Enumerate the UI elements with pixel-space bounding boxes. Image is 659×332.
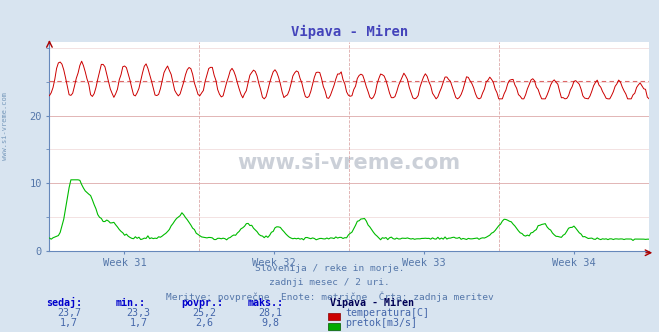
Text: 1,7: 1,7	[129, 318, 148, 328]
Text: Vipava - Miren: Vipava - Miren	[330, 298, 413, 308]
Text: www.si-vreme.com: www.si-vreme.com	[238, 153, 461, 173]
Text: maks.:: maks.:	[247, 298, 283, 308]
Text: 2,6: 2,6	[195, 318, 214, 328]
Text: Slovenija / reke in morje.: Slovenija / reke in morje.	[255, 264, 404, 273]
Text: min.:: min.:	[115, 298, 146, 308]
Text: 9,8: 9,8	[261, 318, 279, 328]
Text: 25,2: 25,2	[192, 308, 216, 318]
Text: 23,7: 23,7	[57, 308, 81, 318]
Text: 1,7: 1,7	[60, 318, 78, 328]
Text: Meritve: povprečne  Enote: metrične  Črta: zadnja meritev: Meritve: povprečne Enote: metrične Črta:…	[165, 292, 494, 302]
Text: pretok[m3/s]: pretok[m3/s]	[345, 318, 417, 328]
Text: 23,3: 23,3	[127, 308, 150, 318]
Text: 28,1: 28,1	[258, 308, 282, 318]
Title: Vipava - Miren: Vipava - Miren	[291, 25, 408, 39]
Text: www.si-vreme.com: www.si-vreme.com	[2, 92, 8, 160]
Text: sedaj:: sedaj:	[46, 297, 82, 308]
Text: zadnji mesec / 2 uri.: zadnji mesec / 2 uri.	[269, 278, 390, 287]
Text: temperatura[C]: temperatura[C]	[345, 308, 429, 318]
Text: povpr.:: povpr.:	[181, 298, 223, 308]
